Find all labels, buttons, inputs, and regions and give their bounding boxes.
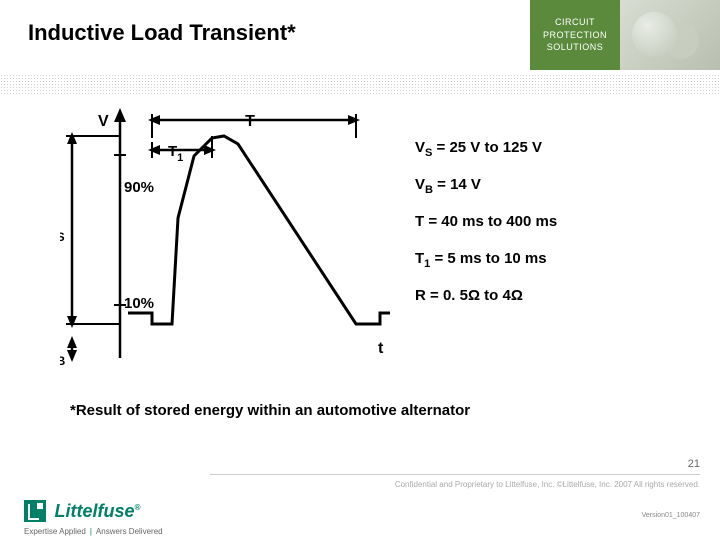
t-label: T	[245, 113, 255, 130]
vb-arrow-down	[67, 350, 77, 362]
header-right: CIRCUIT PROTECTION SOLUTIONS	[530, 0, 720, 70]
vs-label: VS	[60, 223, 65, 244]
header-photo	[620, 0, 720, 70]
header-line1: CIRCUIT	[555, 16, 595, 29]
vs-arrow-up	[67, 132, 77, 144]
page-number: 21	[688, 458, 700, 470]
decorative-dotted-band	[0, 74, 720, 94]
param-t: T = 40 ms to 400 ms	[415, 214, 557, 233]
t-axis-label: t	[378, 340, 384, 357]
footer: Littelfuse® Expertise Applied|Answers De…	[0, 480, 720, 540]
header-line2: PROTECTION	[543, 29, 607, 42]
vb-arrow-up	[67, 336, 77, 348]
brand-mark-icon	[24, 500, 46, 522]
parameter-list: VS = 25 V to 125 V VB = 14 V T = 40 ms t…	[415, 140, 557, 325]
y-axis-arrowhead	[114, 108, 126, 122]
t1-arrow-right	[204, 145, 216, 155]
label-10: 10%	[124, 295, 154, 312]
t-arrow-left	[148, 115, 160, 125]
slide-title: Inductive Load Transient*	[28, 20, 296, 46]
brand-tagline: Expertise Applied|Answers Delivered	[24, 527, 163, 536]
param-t1: T1 = 5 ms to 10 ms	[415, 251, 557, 270]
t1-arrow-left	[148, 145, 160, 155]
param-vs: VS = 25 V to 125 V	[415, 140, 557, 159]
t-arrow-right	[348, 115, 360, 125]
footnote: *Result of stored energy within an autom…	[70, 402, 470, 419]
transient-diagram: V VS VB T T1 90% 10% t	[60, 108, 390, 368]
brand-logo: Littelfuse®	[24, 500, 140, 522]
brand-wordmark: Littelfuse®	[54, 501, 140, 522]
footer-rule	[210, 474, 700, 475]
label-90: 90%	[124, 179, 154, 196]
t1-label: T1	[168, 143, 183, 164]
param-r: R = 0. 5Ω to 4Ω	[415, 288, 557, 307]
header-green-box: CIRCUIT PROTECTION SOLUTIONS	[530, 0, 620, 70]
vs-arrow-down	[67, 316, 77, 328]
vb-label: VB	[60, 347, 66, 368]
header-line3: SOLUTIONS	[547, 41, 604, 54]
param-vb: VB = 14 V	[415, 177, 557, 196]
pulse-waveform	[128, 136, 390, 324]
y-axis-label: V	[98, 113, 109, 130]
